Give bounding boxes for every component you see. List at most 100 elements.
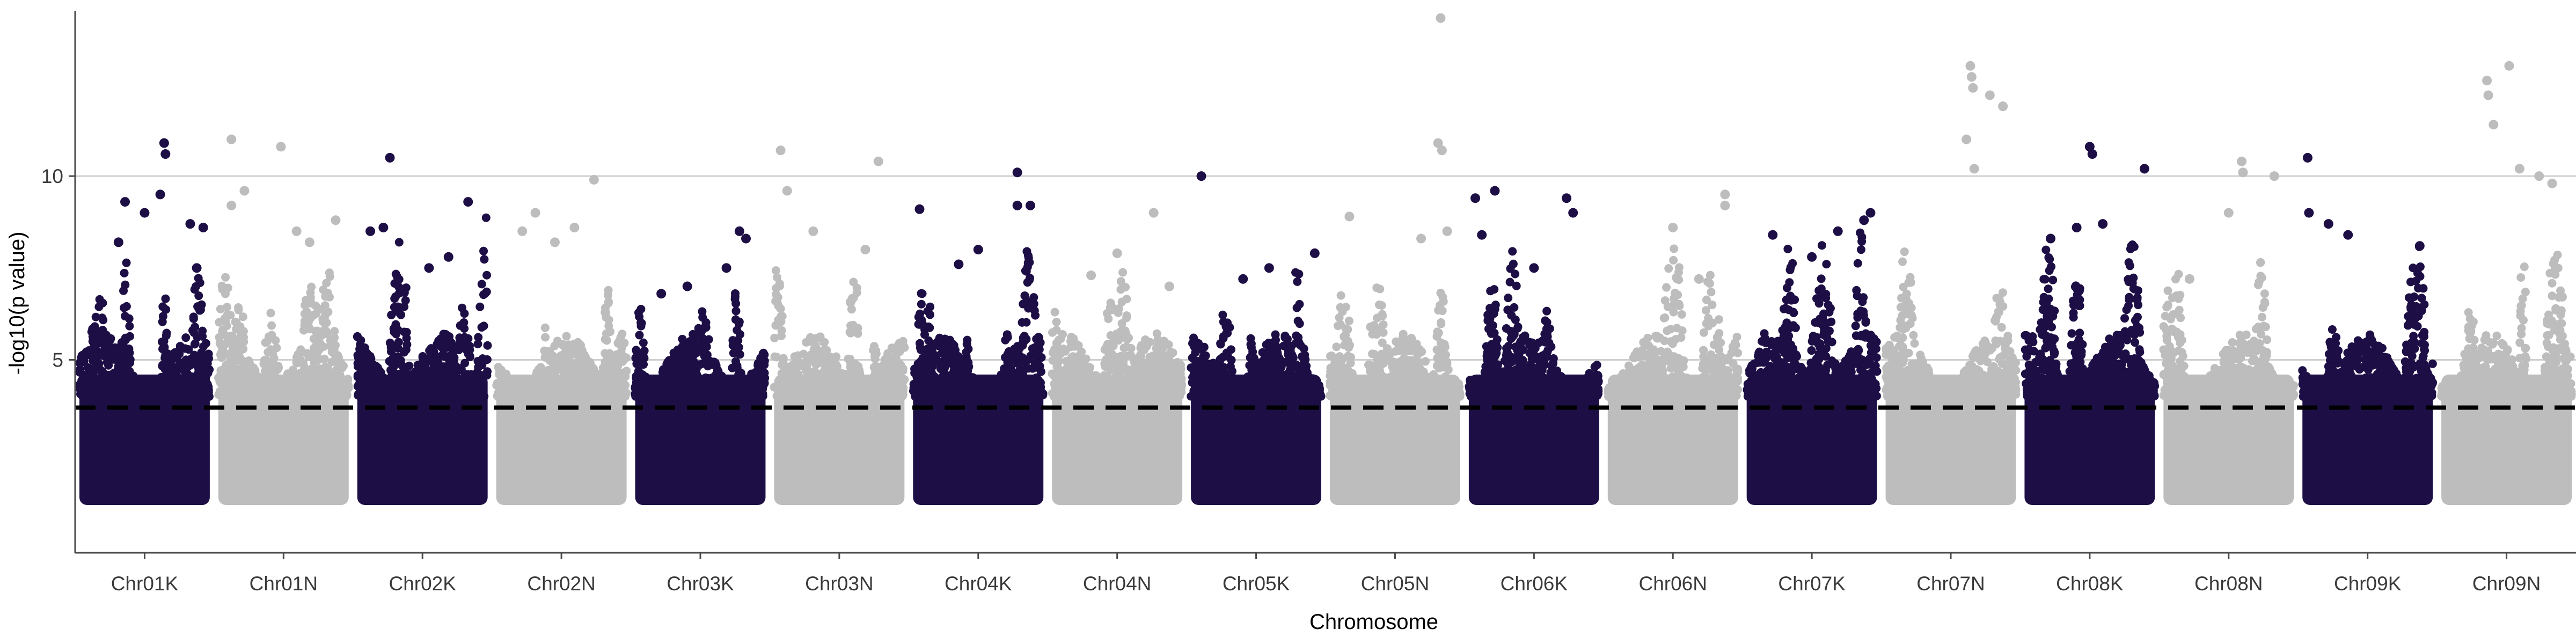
- point: [753, 377, 762, 386]
- point: [792, 360, 801, 369]
- point: [702, 350, 712, 360]
- point: [385, 338, 394, 347]
- point: [385, 152, 395, 163]
- point: [618, 330, 627, 339]
- point: [730, 292, 740, 301]
- point: [429, 369, 438, 378]
- point: [925, 323, 934, 332]
- point: [552, 392, 561, 401]
- point: [202, 389, 211, 398]
- point: [239, 186, 250, 196]
- point: [240, 364, 249, 373]
- point: [125, 314, 134, 323]
- series-chr02n: [492, 174, 631, 505]
- point: [773, 298, 782, 308]
- point: [777, 374, 786, 383]
- point: [429, 347, 438, 356]
- point: [897, 361, 906, 370]
- series-chr03n: [770, 145, 909, 505]
- point: [478, 354, 487, 363]
- point: [205, 365, 214, 374]
- point: [701, 318, 711, 327]
- point: [226, 358, 235, 367]
- point: [131, 384, 140, 393]
- point: [843, 388, 852, 397]
- point: [474, 363, 483, 372]
- point: [188, 326, 197, 335]
- point: [296, 345, 305, 354]
- point: [1019, 372, 1028, 382]
- point: [636, 304, 646, 313]
- point: [474, 333, 483, 342]
- point: [215, 339, 224, 348]
- point: [125, 321, 134, 331]
- point: [120, 268, 129, 277]
- point: [264, 392, 273, 401]
- point: [185, 219, 195, 229]
- point: [99, 338, 108, 347]
- point: [856, 390, 865, 399]
- point: [388, 356, 397, 365]
- point: [149, 385, 158, 394]
- point: [223, 283, 232, 292]
- point: [872, 346, 881, 355]
- point: [281, 377, 290, 386]
- point: [804, 367, 813, 376]
- point: [871, 368, 880, 377]
- point: [292, 358, 301, 367]
- point: [120, 197, 130, 207]
- point: [98, 298, 107, 308]
- point: [729, 349, 738, 358]
- point: [997, 371, 1006, 380]
- point: [882, 364, 891, 373]
- point: [477, 323, 486, 332]
- point: [155, 189, 165, 200]
- point: [303, 387, 312, 397]
- point: [612, 350, 621, 359]
- point: [177, 392, 186, 401]
- point: [457, 364, 466, 374]
- point: [243, 389, 252, 398]
- point: [197, 379, 206, 389]
- point: [815, 392, 824, 401]
- point: [925, 310, 934, 319]
- point: [941, 355, 950, 364]
- point: [639, 360, 648, 369]
- point: [1019, 333, 1028, 342]
- point: [1012, 200, 1022, 210]
- point: [698, 307, 707, 316]
- point: [770, 352, 779, 361]
- point: [107, 387, 116, 397]
- point: [899, 342, 909, 351]
- point: [331, 341, 340, 350]
- point: [738, 381, 748, 390]
- point: [540, 323, 550, 332]
- point: [583, 377, 592, 386]
- point: [707, 387, 716, 397]
- point: [1030, 343, 1039, 352]
- point: [517, 226, 528, 236]
- point: [336, 358, 345, 367]
- point: [160, 360, 170, 369]
- point: [641, 372, 650, 382]
- point: [570, 364, 579, 373]
- point: [917, 289, 926, 298]
- point: [315, 364, 324, 374]
- point: [306, 297, 315, 306]
- point: [800, 383, 809, 392]
- point: [671, 359, 680, 368]
- point: [589, 174, 599, 185]
- point: [78, 382, 87, 391]
- point: [850, 359, 859, 368]
- point: [814, 349, 823, 358]
- point: [365, 226, 376, 236]
- point: [720, 380, 729, 390]
- point: [917, 358, 926, 368]
- point: [775, 145, 786, 156]
- point: [192, 263, 202, 273]
- point: [704, 335, 713, 344]
- point: [330, 333, 339, 342]
- point: [529, 378, 538, 387]
- point: [601, 357, 610, 367]
- point: [731, 306, 741, 316]
